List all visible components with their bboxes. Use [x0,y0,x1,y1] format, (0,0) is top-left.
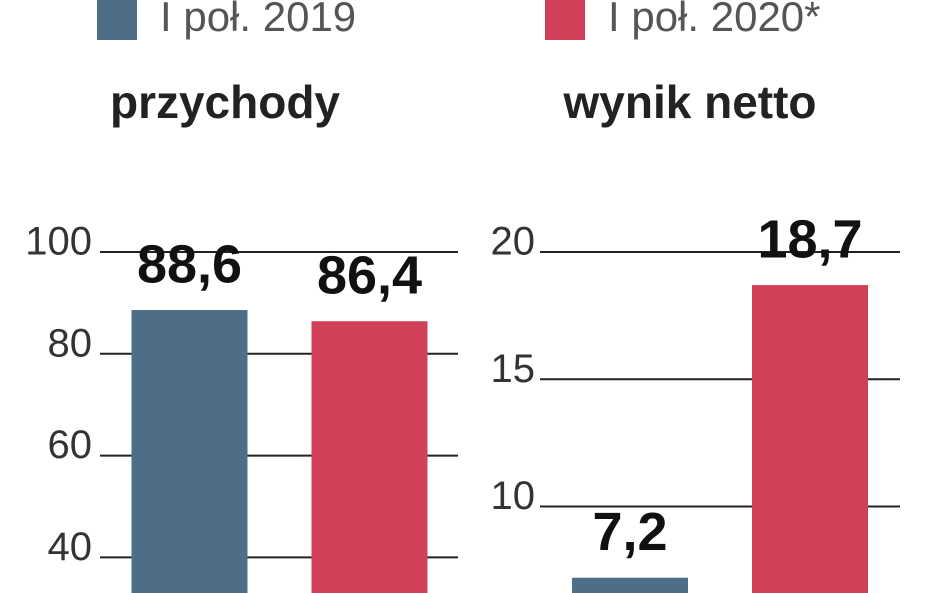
y-tick-label: 60 [48,423,93,467]
value-label: 7,2 [592,502,667,562]
legend-label: I poł. 2019 [160,0,356,40]
bar [311,321,428,593]
panel-title: przychody [110,76,340,128]
bar [572,577,688,593]
legend-swatch [97,0,137,40]
panel-title: wynik netto [562,76,816,128]
y-tick-label: 100 [25,220,92,264]
legend-swatch [545,0,585,40]
legend-label: I poł. 2020* [608,0,821,40]
y-tick-label: 15 [491,347,536,391]
y-tick-label: 20 [491,220,536,264]
bar [752,285,868,593]
y-tick-label: 10 [491,474,536,518]
y-tick-label: 40 [48,525,93,569]
y-tick-label: 80 [48,321,93,365]
value-label: 18,7 [757,209,862,269]
value-label: 86,4 [317,245,422,305]
bar [131,310,248,593]
value-label: 88,6 [137,234,242,294]
